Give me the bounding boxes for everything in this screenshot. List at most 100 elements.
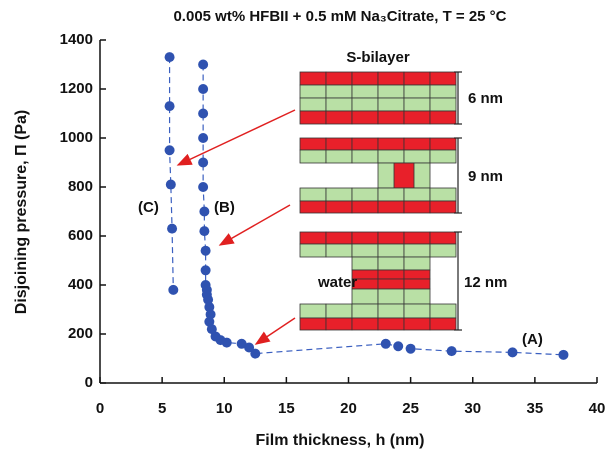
cell [403,303,431,319]
cell [325,231,353,245]
x-tick-label: 15 [278,400,295,417]
series-line [168,57,174,290]
cell [325,303,353,319]
cell [325,71,353,86]
data-point [200,245,211,256]
cell [377,97,405,112]
annotation: water [317,274,357,291]
data-point [198,59,209,70]
cell [403,149,431,164]
y-tick-label: 0 [85,374,93,391]
data-point [198,108,209,119]
cell [299,149,327,164]
cell [403,97,431,112]
data-point [199,226,210,237]
cell [351,231,379,245]
cell [325,137,353,151]
cell [299,303,327,319]
cell [429,231,457,245]
data-point [507,347,518,358]
cell [299,187,327,202]
data-point [405,343,416,354]
data-point [205,309,216,320]
chart-title: 0.005 wt% HFBII + 0.5 mM Na₃Citrate, T =… [173,8,506,25]
cell [403,278,431,290]
cell [429,243,457,258]
annotation: 9 nm [468,168,503,185]
cell [377,231,405,245]
cell [325,149,353,164]
cell [377,256,405,271]
cell [429,317,457,331]
data-point [165,179,176,190]
cell [393,162,415,189]
cell [377,243,405,258]
cell [377,137,405,151]
cell [325,200,353,214]
data-point [167,223,178,234]
data-point [203,294,214,305]
cell [299,97,327,112]
cell [403,288,431,305]
cell [403,231,431,245]
data-point [393,341,404,352]
arrow [218,204,291,246]
y-tick-label: 400 [68,276,93,293]
cell [429,200,457,214]
cell [377,317,405,331]
cell [377,303,405,319]
cell [299,231,327,245]
cell [403,256,431,271]
inset-diagram [299,71,462,331]
cell [377,269,405,280]
cell [299,110,327,125]
y-tick-label: 600 [68,227,93,244]
cell [377,84,405,99]
cell [299,243,327,258]
cell [351,97,379,112]
cell [351,243,379,258]
cell [351,84,379,99]
data-point [380,338,391,349]
data-point [198,133,209,143]
cell [377,110,405,125]
cell [299,317,327,331]
cell [429,137,457,151]
annotation: (A) [522,331,543,348]
cell [325,317,353,331]
cell [325,187,353,202]
cell [377,187,405,202]
annotation: (C) [138,199,159,216]
cell [351,288,379,305]
y-tick-label: 1400 [60,31,93,48]
x-tick-label: 25 [402,400,419,417]
cell [325,243,353,258]
x-tick-label: 5 [158,400,166,417]
annotation: (B) [214,199,235,216]
cell [299,137,327,151]
y-tick-label: 1000 [60,129,93,146]
data-point [244,342,255,353]
x-tick-label: 35 [527,400,544,417]
cell [325,110,353,125]
cell [299,71,327,86]
data-point [168,284,179,295]
x-tick-label: 30 [464,400,481,417]
cell [377,200,405,214]
cell [325,84,353,99]
cell [429,149,457,164]
cell [351,137,379,151]
cell [429,84,457,99]
data-point [164,145,175,156]
y-axis-label: Disjoining pressure, Π (Pa) [13,110,30,314]
cell [351,187,379,202]
cell [429,110,457,125]
x-tick-label: 40 [589,400,606,417]
cell [403,200,431,214]
data-point [198,157,209,168]
cell [377,288,405,305]
x-axis-label: Film thickness, h (nm) [256,432,425,449]
x-tick-label: 10 [216,400,233,417]
data-point [236,338,247,349]
